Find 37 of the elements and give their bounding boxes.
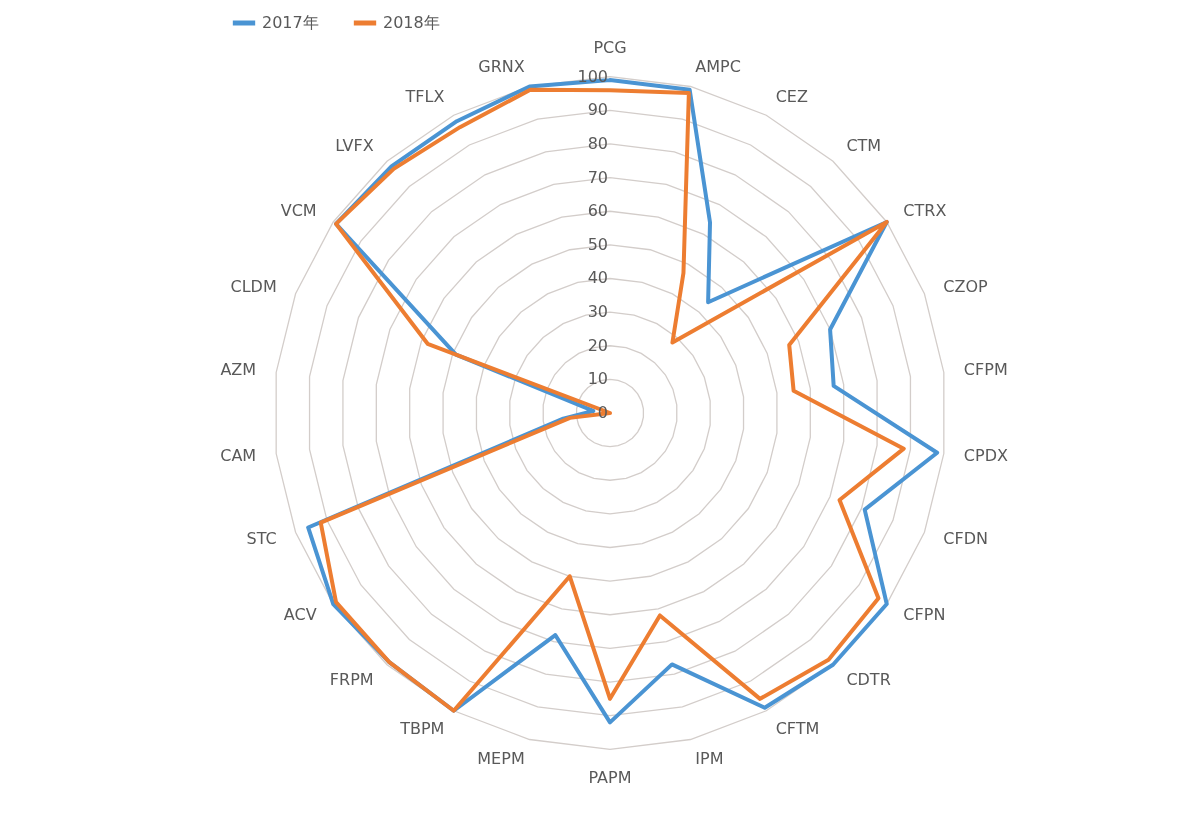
spoke-label: CFPM	[963, 360, 1008, 380]
spoke-label: CTM	[846, 136, 882, 156]
spoke-label: AMPC	[695, 56, 741, 76]
legend-label: 2017年	[262, 13, 319, 32]
spoke-label: GRNX	[478, 56, 525, 76]
y-tick-label: 20	[587, 335, 608, 355]
spoke-label: CPDX	[963, 445, 1008, 465]
y-tick-label: 70	[587, 167, 608, 187]
spoke-label: ACV	[283, 605, 317, 625]
spoke-label: FRPM	[329, 669, 374, 689]
y-tick-label: 50	[587, 234, 608, 254]
spoke-label: CZOP	[943, 276, 989, 296]
spoke-label: VCM	[280, 200, 317, 220]
spoke-label: PCG	[593, 38, 627, 58]
spoke-label: CAM	[220, 445, 257, 465]
spoke-label: TFLX	[404, 87, 445, 107]
spoke-label: STC	[246, 529, 277, 549]
spoke-label: CEZ	[775, 87, 808, 107]
spoke-label: TBPM	[399, 718, 445, 738]
y-tick-label: 80	[587, 133, 608, 153]
spoke-label: CFTM	[775, 718, 820, 738]
spoke-label: LVFX	[335, 136, 374, 156]
spoke-label: CDTR	[846, 669, 891, 689]
spoke-label: IPM	[695, 749, 724, 769]
y-tick-label: 60	[587, 201, 608, 221]
spoke-label: CFPN	[903, 605, 946, 625]
spoke-label: MEPM	[477, 749, 525, 769]
spoke-label: AZM	[220, 360, 257, 380]
spoke-label: CFDN	[943, 529, 988, 549]
spoke-label: PAPM	[588, 767, 632, 787]
y-tick-label: 10	[587, 369, 608, 389]
y-tick-label: 40	[587, 268, 608, 288]
spoke-label: CLDM	[230, 276, 277, 296]
y-tick-label: 30	[587, 302, 608, 322]
legend-label: 2018年	[383, 13, 440, 32]
y-tick-label: 90	[587, 100, 608, 120]
spoke-label: CTRX	[903, 200, 947, 220]
